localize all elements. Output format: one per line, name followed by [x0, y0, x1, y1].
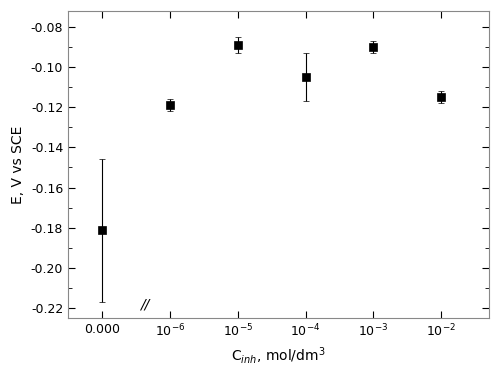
- Text: //: //: [140, 298, 149, 312]
- Y-axis label: E, V vs SCE: E, V vs SCE: [11, 125, 25, 204]
- X-axis label: C$_{inh}$, mol/dm$^3$: C$_{inh}$, mol/dm$^3$: [231, 345, 326, 366]
